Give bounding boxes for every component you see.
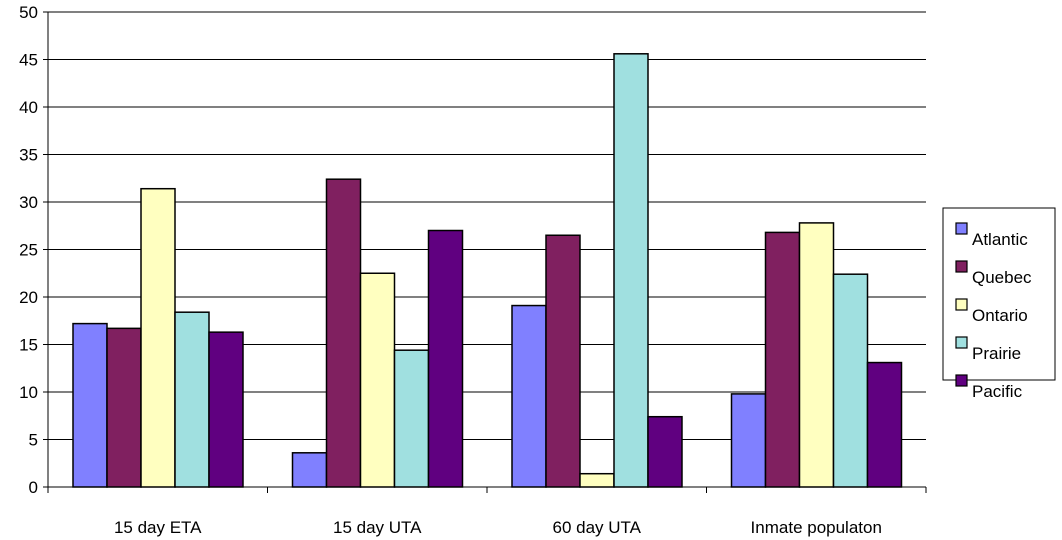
bar-prairie-2 <box>393 349 430 488</box>
y-tick-label: 30 <box>19 193 38 212</box>
bar-atlantic-2 <box>291 452 328 488</box>
bar-pacific-2 <box>427 229 464 488</box>
y-tick-label: 10 <box>19 383 38 402</box>
legend-label-quebec: Quebec <box>972 268 1032 287</box>
legend-swatch-prairie <box>955 336 968 349</box>
bar-ontario-3 <box>579 472 615 488</box>
legend-label-ontario: Ontario <box>972 306 1028 325</box>
x-category-label: 15 day UTA <box>333 518 422 537</box>
bar-quebec-1 <box>106 327 142 488</box>
bar-prairie-4 <box>832 273 869 488</box>
legend-label-prairie: Prairie <box>972 344 1021 363</box>
legend-label-atlantic: Atlantic <box>972 230 1028 249</box>
legend-box <box>942 207 1056 381</box>
bar-ontario-2 <box>359 272 396 488</box>
bar-prairie-1 <box>174 311 210 488</box>
y-tick-label: 50 <box>19 3 38 22</box>
y-tick-label: 20 <box>19 288 38 307</box>
bar-pacific-1 <box>208 331 244 488</box>
bar-ontario-1 <box>140 187 176 488</box>
y-tick-label: 5 <box>29 431 38 450</box>
y-tick-label: 0 <box>29 478 38 497</box>
x-category-label: 15 day ETA <box>114 518 202 537</box>
bar-atlantic-4 <box>730 393 767 488</box>
bar-atlantic-1 <box>72 322 108 488</box>
bars <box>72 53 903 488</box>
legend-swatch-atlantic <box>955 222 968 235</box>
y-tick-label: 40 <box>19 98 38 117</box>
bar-quebec-2 <box>325 178 362 488</box>
legend-swatch-pacific <box>955 374 968 387</box>
y-tick-labels: 0 5 10 15 20 25 30 35 40 45 50 <box>19 3 38 497</box>
y-tick-label: 45 <box>19 51 38 70</box>
bar-atlantic-3 <box>511 304 547 488</box>
axes <box>43 11 927 493</box>
y-tick-label: 35 <box>19 146 38 165</box>
x-category-label: Inmate populaton <box>751 518 882 537</box>
x-category-labels: 15 day ETA 15 day UTA 60 day UTA Inmate pop… <box>114 518 882 537</box>
bar-quebec-4 <box>764 231 801 488</box>
legend: Atlantic Quebec Ontario Prairie Pacific <box>942 207 1056 401</box>
bar-ontario-4 <box>798 222 835 488</box>
bar-quebec-3 <box>545 234 581 488</box>
legend-swatch-ontario <box>955 298 968 311</box>
x-category-label: 60 day UTA <box>552 518 641 537</box>
bar-prairie-3 <box>613 53 649 488</box>
bar-pacific-3 <box>647 415 683 488</box>
bar-pacific-4 <box>866 361 903 488</box>
legend-label-pacific: Pacific <box>972 382 1023 401</box>
y-tick-label: 15 <box>19 336 38 355</box>
y-tick-label: 25 <box>19 241 38 260</box>
legend-swatch-quebec <box>955 260 968 273</box>
